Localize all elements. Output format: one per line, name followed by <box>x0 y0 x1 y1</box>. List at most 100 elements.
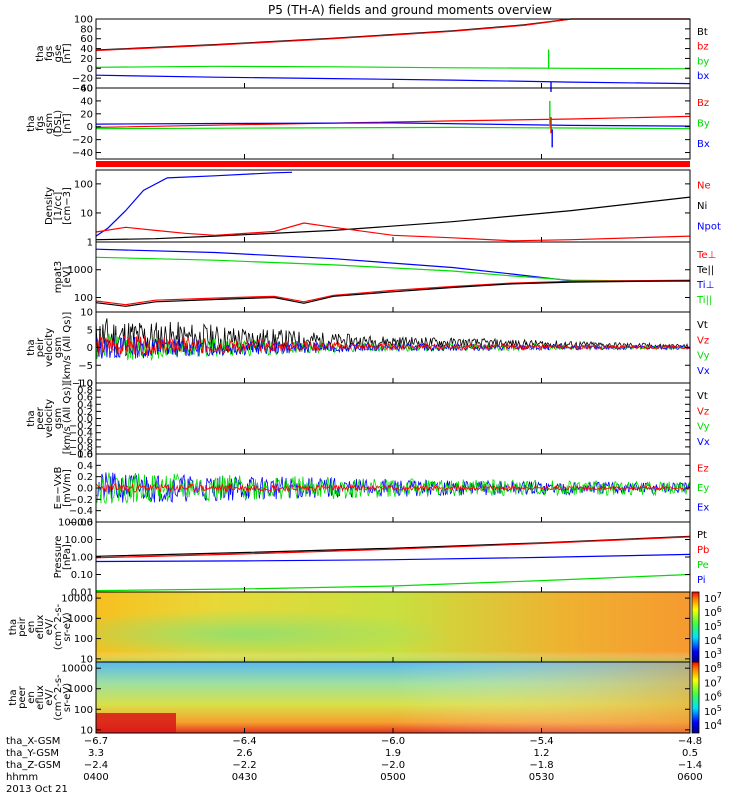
fgs-gsm-ylabel: gsm <box>44 113 55 134</box>
peir-eflux-spectrogram-low <box>96 592 690 662</box>
pressure-ytick-label: 0.10 <box>71 570 93 581</box>
temperature-legend-entry: Ti|| <box>696 295 712 306</box>
x-axis-row-value: 3.3 <box>88 748 104 759</box>
peer-eflux-ylabel: tha <box>8 689 19 705</box>
efield-legend-entry: Ey <box>697 483 709 494</box>
efield-ylabel: E=−VxB <box>53 467 64 510</box>
x-axis-row-value: −1.4 <box>678 760 702 771</box>
peer-eflux-colorbar-tick: 105 <box>704 704 722 718</box>
peer-eflux-ylabel: peer <box>17 685 28 709</box>
peer-eflux-spectrogram-late <box>96 662 690 733</box>
peir-velocity-ytick-label: 0 <box>87 343 93 354</box>
peer-eflux-ylabel: eflux <box>35 685 46 710</box>
temperature-legend-entry: Te|| <box>696 265 714 276</box>
fgs-gsm-ytick-label: 40 <box>80 96 93 107</box>
efield-ytick-label: 0.6 <box>77 450 93 461</box>
peer-velocity-legend-entry: Vz <box>697 406 709 417</box>
peir-velocity-ytick-label: 5 <box>87 325 93 336</box>
peer-velocity-ylabel: velocity <box>44 399 55 438</box>
density-ytick-label: 10 <box>80 208 93 219</box>
x-axis-row-value: 0600 <box>677 772 702 783</box>
density-ylabel: Density <box>44 187 55 225</box>
efield-ylabel: [mV/m] <box>62 469 73 507</box>
x-axis-row-value: −6.7 <box>84 736 108 747</box>
density-legend-entry: Ne <box>697 180 711 191</box>
efield-series-Ey <box>95 472 691 505</box>
fgs-gse-legend-entry: bz <box>697 42 709 53</box>
peir-eflux-ylabel: en <box>26 621 37 634</box>
density-ylabel: [cm−3] <box>62 187 73 225</box>
pressure-ylabel: Pressure <box>53 536 64 579</box>
fgs-gsm-ylabel: (DSL) <box>53 110 64 138</box>
panel-quality-bar <box>96 161 690 167</box>
peer-eflux-colorbar-tick: 108 <box>704 661 722 675</box>
x-axis-row-value: 0400 <box>83 772 108 783</box>
peer-velocity-ytick-label: −0.8 <box>69 442 93 453</box>
peir-eflux-ylabel: (cm^2-s- <box>53 603 64 650</box>
pressure-ytick-label: 1.00 <box>71 553 93 564</box>
fgs-gsm-legend-entry: Bx <box>697 139 710 150</box>
peer-velocity-ytick-label: 1.0 <box>77 379 93 390</box>
peer-eflux-ytick-label: 10000 <box>61 664 93 675</box>
peer-velocity-ytick-label: 0.4 <box>77 400 93 411</box>
peer-eflux-ytick-label: 10 <box>80 725 93 736</box>
panel-density: 100 10 1 Density[1/cc][cm−3] Ne Ni Npot <box>44 169 721 249</box>
fgs-gsm-ytick-label: −20 <box>72 135 93 146</box>
peir-eflux-ylabel: tha <box>8 619 19 635</box>
fgs-gse-legend-entry: Bt <box>697 27 708 38</box>
pressure-series-Pi <box>95 553 691 563</box>
pressure-legend-entry: Pi <box>697 575 706 586</box>
pressure-legend-entry: Pt <box>697 530 707 541</box>
peer-velocity-ytick-label: 0.6 <box>77 393 93 404</box>
efield-ytick-label: 0.4 <box>77 461 93 472</box>
peer-eflux-colorbar <box>691 661 700 734</box>
x-axis-row-value: 2.6 <box>237 748 253 759</box>
fgs-gse-ytick-label: 20 <box>80 54 93 65</box>
peir-eflux-colorbar-tick: 106 <box>704 605 722 619</box>
peir-eflux-colorbar-tick: 104 <box>704 633 722 647</box>
peer-eflux-spectrogram-hot <box>96 713 176 733</box>
x-axis-footer: tha_X-GSM −6.7 −6.4 −6.0 −5.4 −4.8 tha_Y-GSM 3.… <box>6 736 703 795</box>
peir-velocity-ytick-label: −5 <box>78 361 93 372</box>
x-axis-row-value: 0500 <box>380 772 405 783</box>
pressure-legend-entry: Pb <box>697 545 709 556</box>
density-series-Ni <box>95 196 691 241</box>
plot-title: P5 (TH-A) fields and ground moments over… <box>268 3 552 17</box>
fgs-gsm-ytick-label: 60 <box>80 84 93 95</box>
x-axis-row-label: tha_Z-GSM <box>6 760 61 771</box>
fgs-gse-series-bx <box>95 74 691 85</box>
peer-eflux-ylabel: eV/ <box>44 689 55 706</box>
fgs-gsm-series-Bx <box>95 122 691 127</box>
peer-velocity-ytick-label: −1.0 <box>69 450 93 461</box>
temperature-ylabel: mpat3 <box>53 261 64 294</box>
fgs-gse-frame <box>95 18 691 89</box>
x-axis-row-value: −2.2 <box>232 760 256 771</box>
fgs-gsm-legend-entry: By <box>697 118 710 129</box>
x-axis-row-label: hhmm <box>6 772 38 783</box>
peir-velocity-ylabel: peir <box>35 337 46 357</box>
efield-legend-entry: Ex <box>697 502 709 513</box>
fgs-gse-ytick-label: 40 <box>80 44 93 55</box>
temperature-series-Te⊥ <box>95 279 691 306</box>
fgs-gse-ytick-label: 80 <box>80 24 93 35</box>
fgs-gse-ytick-label: 100 <box>74 15 93 26</box>
peer-velocity-ylabel: gsm <box>53 408 64 429</box>
temperature-ytick-label: 100 <box>74 293 93 304</box>
x-axis-row-value: −6.4 <box>232 736 256 747</box>
density-ytick-label: 100 <box>74 179 93 190</box>
fgs-gse-ylabel: [nT] <box>62 43 73 63</box>
peer-eflux-colorbar-tick: 104 <box>704 718 722 732</box>
temperature-ytick-label: 1000 <box>68 265 93 276</box>
peir-eflux-ylabel: sr-eV) <box>62 612 73 641</box>
peer-velocity-legend-entry: Vy <box>697 422 710 433</box>
peer-velocity-legend-entry: Vt <box>697 391 708 402</box>
peir-eflux-ylabel: peir <box>17 616 28 636</box>
temperature-legend-entry: Ti⊥ <box>696 280 714 291</box>
peir-velocity-ylabel: gsm <box>53 337 64 358</box>
density-ytick-label: 1 <box>87 238 93 249</box>
panel-pressure: 100.00 10.00 1.00 0.10 0.01 Pressure[nPa] Pt Pb… <box>53 518 709 599</box>
x-axis-row-label: tha_X-GSM <box>6 736 60 747</box>
x-axis-row-value: −5.4 <box>529 736 553 747</box>
